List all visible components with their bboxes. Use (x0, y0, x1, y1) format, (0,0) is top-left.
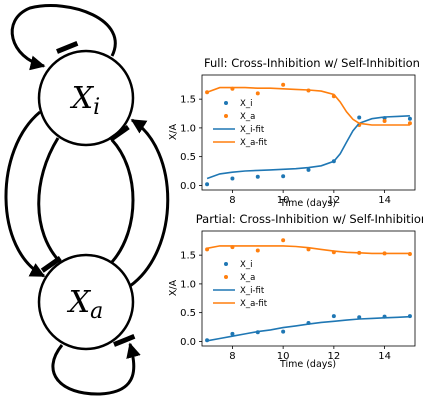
x-tick-label: 8 (229, 351, 235, 362)
full-chart-marks (205, 82, 412, 187)
y-tick-label: 1.5 (180, 95, 196, 106)
partial-legend-xa-label: X_a (240, 273, 255, 283)
edge-xa-to-xi-outer (129, 118, 170, 288)
xi-self-inhibition-bar (56, 41, 79, 54)
full-chart: Full: Cross-Inhibition w/ Self-Inhibitio… (168, 56, 420, 209)
partial-chart-marks (205, 238, 412, 343)
xi-right-inhibition-bar (108, 125, 130, 142)
data-point-x-i (357, 115, 362, 120)
partial-legend-xa-fit-label: X_a-fit (240, 299, 268, 309)
xa-self-inhibition-bar (113, 334, 136, 347)
full-chart-xlabel: Time (days) (279, 198, 336, 209)
x-tick-label: 8 (229, 195, 235, 206)
xi-self-loop (10, 4, 117, 71)
node-xi-label: Xi (70, 81, 100, 120)
full-legend-xi-fit-label: X_i-fit (240, 125, 265, 135)
xa-self-loop (51, 342, 141, 396)
edge-xi-to-xa-outer (4, 110, 46, 278)
fit-line-x-a-fit (206, 86, 410, 126)
partial-chart-title: Partial: Cross-Inhibition w/ Self-Inhibi… (196, 212, 423, 226)
data-point-x-a (281, 82, 286, 87)
partial-legend-xi-marker (224, 262, 228, 266)
x-tick-label: 14 (378, 195, 391, 206)
full-chart-frame (201, 74, 416, 191)
full-chart-legend: X_i X_a X_i-fit X_a-fit (213, 99, 268, 148)
full-legend-xa-marker (224, 114, 228, 118)
data-point-x-i (281, 329, 286, 334)
y-tick-label: 1.0 (180, 123, 196, 134)
xa-left-inhibition-bar (40, 256, 62, 273)
data-point-x-i (230, 176, 235, 181)
data-point-x-a (255, 91, 260, 96)
data-point-x-i (407, 116, 412, 121)
data-point-x-i (281, 174, 286, 179)
node-xa-label: Xa (67, 285, 103, 324)
full-chart-ylabel: X/A (168, 123, 179, 140)
data-point-x-i (230, 331, 235, 336)
network-diagram: Xi Xa (4, 4, 170, 396)
y-tick-label: 1.0 (180, 279, 196, 290)
x-tick-label: 12 (327, 351, 340, 362)
partial-chart-xlabel: Time (days) (279, 359, 336, 370)
full-legend-xa-label: X_a (240, 112, 255, 122)
y-tick-label: 0.0 (180, 181, 196, 192)
partial-chart-ticks: 8 10 12 14 0.0 0.5 1.0 1.5 (180, 251, 391, 362)
data-point-x-i (255, 174, 260, 179)
node-xi-circle (37, 49, 135, 147)
data-point-x-i (331, 314, 336, 319)
edge-xi-to-xa-inner (37, 137, 62, 264)
full-chart-title: Full: Cross-Inhibition w/ Self-Inhibitio… (204, 56, 420, 70)
x-tick-label: 10 (277, 195, 290, 206)
partial-chart-frame (201, 230, 416, 347)
partial-chart: Partial: Cross-Inhibition w/ Self-Inhibi… (168, 212, 423, 370)
y-tick-label: 0.5 (180, 152, 196, 163)
full-legend-xa-fit-label: X_a-fit (240, 138, 268, 148)
fit-line-x-a-fit (206, 245, 410, 255)
partial-chart-legend: X_i X_a X_i-fit X_a-fit (213, 260, 268, 309)
data-point-x-i (306, 167, 311, 172)
data-point-x-a (281, 238, 286, 243)
data-point-x-a (255, 248, 260, 253)
fit-line-x-i-fit (206, 115, 410, 180)
x-tick-label: 14 (378, 351, 391, 362)
data-point-x-a (382, 119, 387, 123)
full-chart-ticks: 8 10 12 14 0.0 0.5 1.0 1.5 (180, 95, 391, 206)
y-tick-label: 1.5 (180, 251, 196, 262)
partial-legend-xi-fit-label: X_i-fit (240, 286, 265, 296)
full-legend-xi-label: X_i (240, 99, 252, 109)
edge-xa-to-xi-inner (110, 138, 135, 263)
partial-chart-ylabel: X/A (168, 279, 179, 296)
y-tick-label: 0.5 (180, 308, 196, 319)
full-legend-xi-marker (224, 101, 228, 105)
partial-legend-xi-label: X_i (240, 260, 252, 270)
y-tick-label: 0.0 (180, 337, 196, 348)
partial-legend-xa-marker (224, 275, 228, 279)
x-tick-label: 12 (327, 195, 340, 206)
x-tick-label: 10 (277, 351, 290, 362)
node-xa-circle (37, 253, 135, 351)
fit-line-x-i-fit (206, 315, 410, 342)
data-point-x-i (205, 182, 210, 187)
